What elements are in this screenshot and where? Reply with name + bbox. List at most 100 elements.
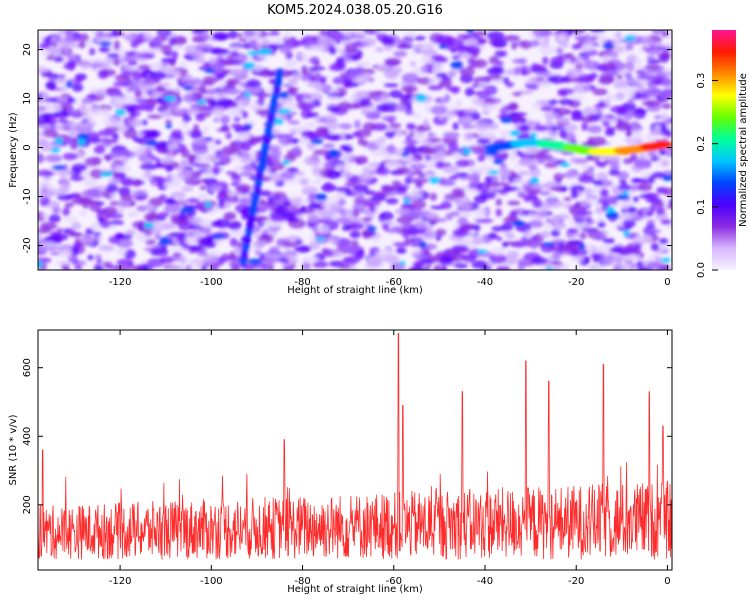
heatmap-cell	[172, 35, 187, 46]
heatmap-cell	[565, 109, 572, 115]
heatmap-cell	[172, 252, 182, 257]
heatmap-cell	[593, 231, 606, 241]
heatmap-cell	[452, 228, 469, 238]
heatmap-cell	[217, 73, 225, 81]
heatmap-cell	[467, 173, 480, 183]
heatmap-cell	[482, 238, 492, 244]
heatmap-cell	[96, 259, 103, 264]
heatmap-cell	[246, 79, 262, 89]
heatmap-cell	[457, 111, 465, 119]
heatmap-cell	[355, 94, 363, 100]
heatmap-cell	[520, 40, 532, 49]
heatmap-cell	[344, 181, 357, 187]
y-tick-label: 200	[22, 495, 33, 514]
heatmap-cell	[323, 181, 333, 191]
heatmap-cell	[502, 35, 521, 41]
heatmap-y-label: Frequency (Hz)	[8, 112, 19, 188]
heatmap-cell	[206, 88, 218, 96]
heatmap-cell	[234, 126, 245, 134]
heatmap-cell	[49, 251, 62, 256]
heatmap-cell	[129, 118, 143, 128]
heatmap-cell	[401, 222, 412, 229]
heatmap-cell	[209, 264, 219, 270]
heatmap-cell	[211, 166, 221, 176]
heatmap-cell	[613, 80, 624, 89]
heatmap-cell	[521, 67, 528, 76]
heatmap-cell	[187, 216, 202, 224]
x-tick-label: 0	[664, 576, 670, 587]
heatmap-cell	[644, 45, 662, 55]
heatmap-cell	[561, 243, 577, 253]
heatmap-cell	[42, 129, 58, 138]
heatmap-cell	[595, 206, 604, 215]
heatmap-cell	[547, 193, 556, 199]
heatmap-cell	[70, 192, 82, 198]
heatmap-cell	[396, 216, 414, 225]
heatmap-cell	[516, 188, 524, 194]
heatmap-cell	[122, 33, 134, 40]
heatmap-cell	[571, 96, 584, 101]
heatmap-cell	[654, 201, 665, 208]
heatmap-cell	[584, 243, 595, 252]
heatmap-cell	[597, 64, 610, 72]
heatmap-cell	[197, 237, 213, 244]
heatmap-cell	[404, 237, 411, 245]
heatmap-cell	[500, 50, 508, 57]
heatmap-cell	[270, 30, 279, 35]
heatmap-cell	[435, 160, 445, 169]
heatmap-cell	[313, 149, 331, 156]
heatmap-cell	[62, 125, 71, 131]
heatmap-cell	[209, 184, 222, 193]
heatmap-cell	[412, 154, 423, 160]
heatmap-cell	[151, 36, 161, 46]
heatmap-cell	[157, 211, 170, 218]
heatmap-cell	[195, 113, 206, 122]
y-tick-label: -10	[22, 188, 33, 204]
heatmap-cell	[185, 264, 192, 270]
heatmap-cell	[393, 50, 408, 58]
heatmap-cell	[361, 167, 371, 173]
heatmap-cell	[164, 51, 173, 56]
heatmap-cell	[555, 47, 564, 55]
heatmap-cell	[270, 161, 286, 171]
heatmap-cell	[339, 72, 348, 79]
heatmap-cell	[659, 149, 666, 156]
heatmap-cell	[385, 58, 402, 65]
heatmap-cell	[562, 123, 578, 133]
heatmap-cell	[106, 183, 119, 194]
heatmap-cell	[559, 162, 571, 167]
heatmap-cell	[519, 124, 530, 132]
heatmap-cell	[143, 30, 153, 39]
heatmap-cell	[666, 204, 672, 209]
heatmap-cell	[546, 157, 558, 163]
heatmap-cell	[341, 171, 354, 178]
heatmap-cell	[372, 94, 381, 103]
heatmap-cell	[463, 113, 471, 119]
heatmap-cell	[140, 162, 158, 171]
heatmap-cell	[435, 143, 446, 152]
heatmap-cell	[512, 220, 525, 227]
heatmap-cell	[377, 137, 387, 142]
heatmap-cell	[429, 176, 441, 184]
heatmap-cell	[332, 250, 343, 258]
heatmap-cell	[547, 74, 566, 84]
x-tick-label: -80	[294, 277, 310, 288]
snr-frame	[37, 329, 673, 571]
heatmap-cell	[553, 173, 564, 182]
heatmap-cell	[251, 232, 261, 239]
heatmap-cell	[372, 234, 381, 243]
heatmap-cell	[257, 48, 272, 56]
heatmap-cell	[229, 237, 238, 247]
heatmap-cell	[206, 141, 215, 149]
heatmap-cell	[58, 74, 66, 79]
heatmap-cell	[408, 267, 420, 270]
heatmap-cell	[62, 207, 70, 217]
heatmap-cell	[598, 76, 614, 85]
heatmap-cell	[331, 219, 339, 230]
heatmap-cell	[93, 145, 106, 154]
heatmap-cell	[154, 233, 162, 240]
heatmap-cell	[84, 157, 102, 167]
heatmap-cell	[89, 202, 101, 212]
heatmap-cell	[83, 177, 98, 188]
heatmap-cell	[132, 72, 143, 82]
